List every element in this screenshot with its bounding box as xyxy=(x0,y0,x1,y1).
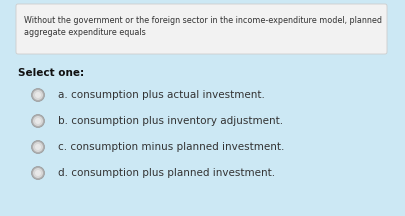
Ellipse shape xyxy=(33,116,43,126)
Ellipse shape xyxy=(32,114,45,127)
Text: a. consumption plus actual investment.: a. consumption plus actual investment. xyxy=(58,90,265,100)
Ellipse shape xyxy=(35,118,41,124)
Text: Without the government or the foreign sector in the income-expenditure model, pl: Without the government or the foreign se… xyxy=(24,16,382,25)
Ellipse shape xyxy=(33,168,43,178)
FancyBboxPatch shape xyxy=(16,4,387,54)
Ellipse shape xyxy=(35,144,41,150)
Ellipse shape xyxy=(32,140,45,154)
Ellipse shape xyxy=(35,92,41,98)
Text: c. consumption minus planned investment.: c. consumption minus planned investment. xyxy=(58,142,284,152)
Text: b. consumption plus inventory adjustment.: b. consumption plus inventory adjustment… xyxy=(58,116,283,126)
Ellipse shape xyxy=(33,142,43,152)
Ellipse shape xyxy=(35,170,41,176)
Text: d. consumption plus planned investment.: d. consumption plus planned investment. xyxy=(58,168,275,178)
Text: Select one:: Select one: xyxy=(18,68,84,78)
Text: aggregate expenditure equals: aggregate expenditure equals xyxy=(24,28,146,37)
Ellipse shape xyxy=(32,167,45,179)
Ellipse shape xyxy=(32,89,45,102)
Ellipse shape xyxy=(33,90,43,100)
